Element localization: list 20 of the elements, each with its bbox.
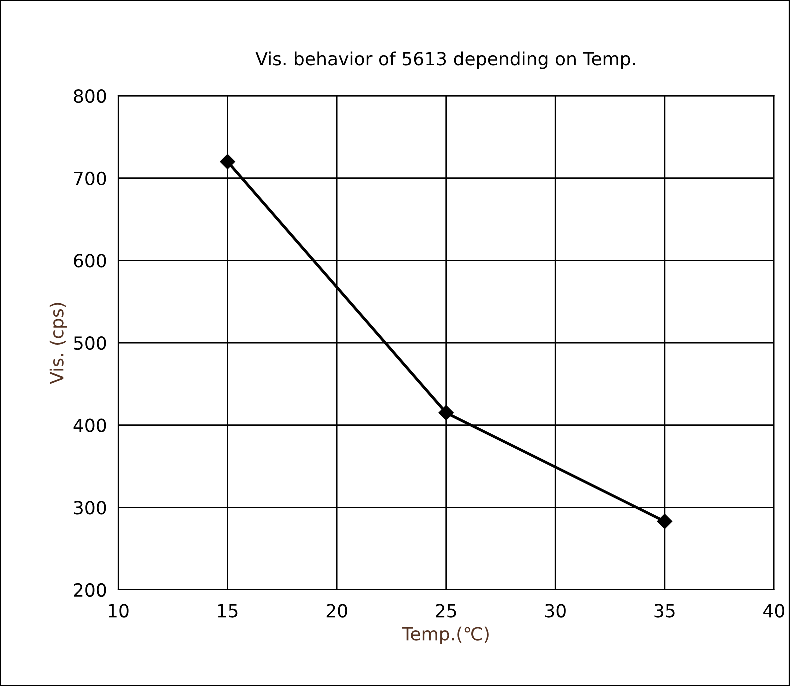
x-tick-label: 25 (436, 604, 456, 618)
x-tick-label: 30 (546, 604, 566, 618)
y-tick-label: 300 (74, 501, 106, 515)
chart-title: Vis. behavior of 5613 depending on Temp. (256, 52, 636, 70)
y-tick-label: 500 (74, 336, 106, 350)
point (438, 405, 454, 421)
y-tick-label: 600 (74, 254, 106, 268)
point (657, 514, 672, 530)
x-tick-label: 10 (108, 604, 129, 618)
x-tick-label: 40 (764, 604, 784, 618)
x-tick-label: 35 (654, 604, 675, 618)
x-tick-label: 20 (326, 604, 348, 618)
point (220, 154, 236, 170)
y-axis-title: Vis. (cps) (50, 303, 68, 384)
y-tick-label: 800 (74, 90, 106, 104)
y-tick-label: 400 (74, 418, 106, 432)
y-tick-label: 700 (74, 172, 106, 186)
x-axis-title: Temp.(℃) (402, 626, 489, 644)
y-tick-label: 200 (74, 583, 106, 598)
x-tick-label: 15 (218, 604, 238, 618)
